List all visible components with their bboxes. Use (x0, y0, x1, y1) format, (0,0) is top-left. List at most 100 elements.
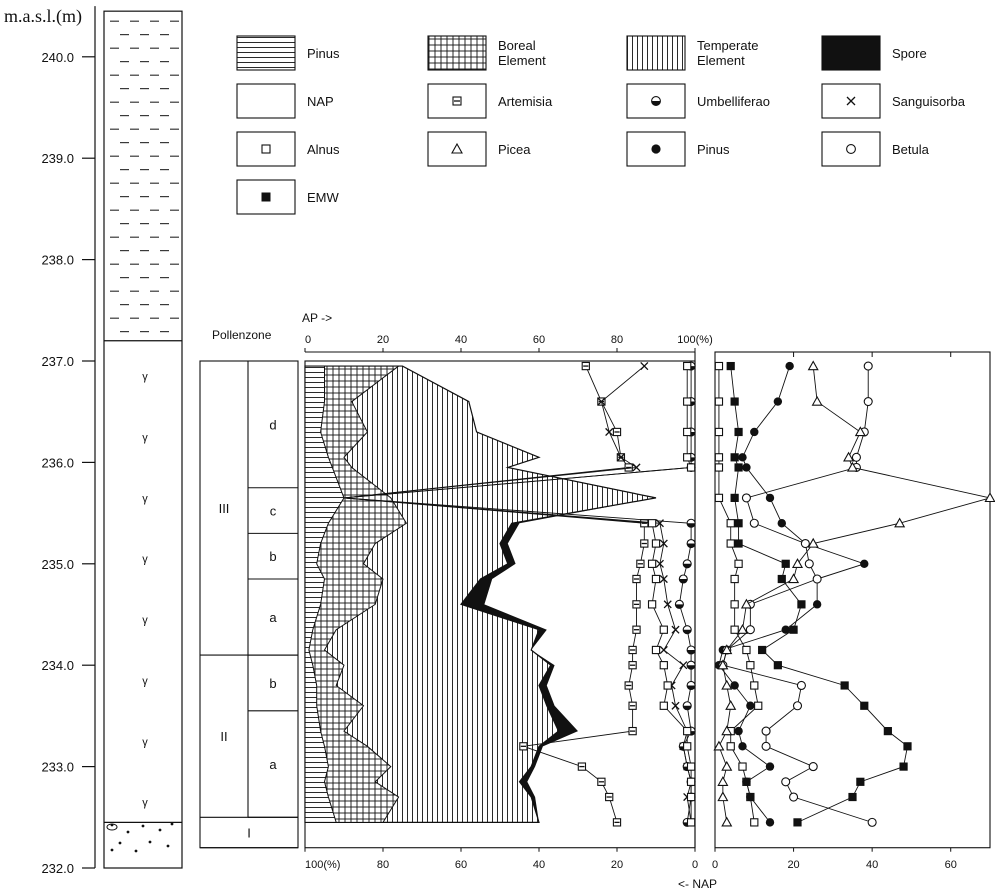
right-point-alnus (714, 397, 724, 406)
nap-point-alnus (659, 701, 668, 710)
right-point-betula (863, 361, 873, 371)
right-point-alnus (734, 559, 743, 568)
pebble (106, 823, 118, 831)
ap-tick-label: 60 (533, 334, 545, 346)
y-tick-label: 236.0 (41, 455, 74, 470)
subzone-label: a (269, 757, 277, 772)
gravel-dot (158, 828, 162, 832)
nap-point-alnus (647, 519, 657, 528)
ap-axis-label: AP -> (302, 311, 332, 325)
right-panel-frame (714, 351, 991, 849)
legend-swatch (821, 83, 881, 119)
nap-point-alnus (647, 559, 657, 568)
right-point-pinus (738, 453, 747, 462)
right-point-emw (734, 427, 743, 437)
right-line-betula (722, 366, 873, 823)
nap-point-umbelliferao (683, 629, 692, 634)
right-point-pinus (746, 792, 755, 802)
right-point-alnus (726, 742, 735, 751)
nap-line-umbelliferao (343, 366, 692, 823)
nap-point-alnus (686, 463, 696, 472)
right-point-emw (903, 742, 912, 751)
right-point-alnus (750, 681, 759, 690)
gravel-dot (170, 822, 174, 826)
gravel-dot (134, 849, 138, 853)
right-tick-label: 60 (945, 859, 957, 871)
right-point-betula (851, 452, 861, 462)
y-tick-label: 232.0 (41, 861, 74, 876)
legend-item: Pinus (626, 131, 730, 167)
right-point-picea (721, 760, 733, 771)
nap-point-sanguisorba (597, 397, 606, 406)
right-pollen-panel (713, 351, 995, 849)
zones-frame (199, 360, 299, 849)
right-point-picea (721, 679, 733, 690)
right-point-betula (789, 792, 799, 802)
right-point-alnus (742, 645, 751, 655)
subzone-label: d (269, 417, 276, 432)
y-tick-label: 233.0 (41, 760, 74, 775)
right-point-picea (791, 558, 804, 568)
right-point-emw (730, 453, 739, 462)
peat-symbol: γ (142, 797, 148, 809)
legend-swatch (427, 35, 487, 71)
legend-swatch (626, 35, 686, 71)
right-point-emw (797, 600, 806, 609)
right-point-picea (713, 740, 725, 751)
right-point-alnus (714, 463, 724, 472)
right-point-picea (811, 395, 823, 406)
right-point-betula (863, 397, 873, 407)
marker (651, 144, 661, 154)
right-point-picea (717, 776, 729, 786)
nap-point-sanguisorba (663, 600, 672, 609)
right-point-pinus (738, 742, 747, 751)
right-point-picea (984, 492, 995, 503)
nap-point-alnus (659, 661, 668, 670)
right-point-alnus (714, 453, 724, 462)
right-point-picea (843, 451, 855, 462)
right-point-betula (761, 726, 771, 736)
legend-item: Artemisia (427, 83, 553, 119)
nap-point-sanguisorba (679, 661, 688, 670)
nap-tick-label: 60 (455, 859, 467, 871)
gravel-dot (141, 824, 145, 828)
right-point-emw (781, 559, 790, 568)
y-tick-label: 237.0 (41, 354, 74, 369)
svg-text:Element: Element (498, 53, 546, 68)
legend-item: Umbelliferao (626, 83, 770, 119)
legend-item: Spore (821, 35, 927, 71)
nap-point-alnus (659, 625, 668, 634)
legend-item: Alnus (236, 131, 340, 167)
y-axis: 240.0 239.0 238.0 237.0 236.0 235.0 234.0 233.0… (41, 6, 96, 876)
right-point-alnus (750, 818, 759, 827)
ap-axis-ticks: 0 20 40 60 80 100(%) (304, 334, 713, 353)
svg-text:Artemisia: Artemisia (498, 94, 553, 109)
nap-line-artemisia (343, 365, 645, 823)
nap-point-umbelliferao (687, 523, 696, 528)
right-point-pinus (765, 818, 775, 827)
gravel-dot (126, 830, 130, 834)
svg-text:Boreal: Boreal (498, 38, 536, 53)
pollenzone-title: Pollenzone (212, 328, 272, 342)
svg-text:Alnus: Alnus (307, 142, 340, 157)
right-point-betula (741, 493, 751, 503)
nap-point-alnus (651, 645, 661, 655)
zone-label: III (219, 501, 230, 516)
legend-swatch (236, 83, 296, 119)
nap-point-alnus (683, 397, 692, 406)
marker (651, 101, 661, 106)
right-point-emw (730, 397, 739, 406)
legend-item: EMW (236, 179, 340, 215)
legend-item: Sanguisorba (821, 83, 966, 119)
right-point-betula (800, 538, 810, 549)
right-point-emw (777, 574, 786, 584)
y-tick-label: 235.0 (41, 557, 74, 572)
nap-axis-ticks: 100(%) 80 60 40 20 0 (304, 847, 698, 871)
right-line-picea (718, 366, 991, 823)
nap-point-alnus (683, 726, 692, 736)
right-point-picea (854, 426, 866, 437)
right-point-betula (867, 817, 877, 827)
